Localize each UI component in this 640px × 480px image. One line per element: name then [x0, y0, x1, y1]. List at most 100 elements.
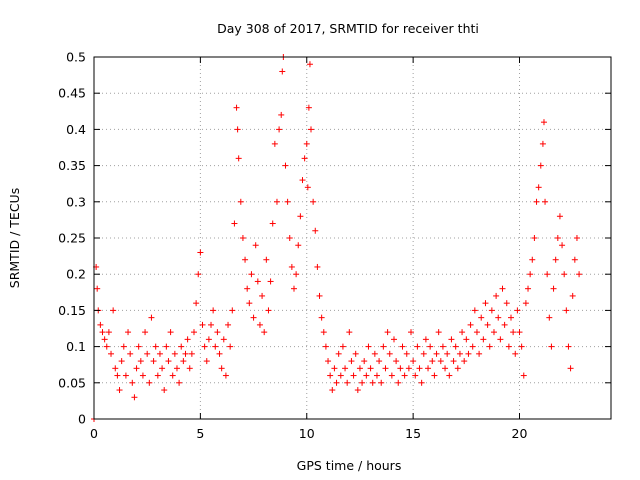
data-point — [152, 343, 159, 350]
data-point — [386, 350, 393, 357]
x-tick-label: 15 — [405, 426, 421, 441]
data-point — [459, 329, 466, 336]
data-point — [471, 307, 478, 314]
data-point — [548, 343, 555, 350]
data-point — [452, 343, 459, 350]
y-tick-label: 0 — [78, 412, 86, 427]
data-point — [435, 329, 442, 336]
data-point — [203, 358, 210, 365]
data-point — [529, 256, 536, 263]
y-tick-label: 0.15 — [58, 303, 86, 318]
data-point — [465, 350, 472, 357]
data-point — [290, 285, 297, 292]
data-point — [356, 365, 363, 372]
data-point — [503, 300, 510, 307]
data-point — [418, 379, 425, 386]
data-point — [161, 387, 168, 394]
data-point — [282, 162, 289, 169]
data-point — [542, 198, 549, 205]
data-point — [310, 198, 317, 205]
data-point — [273, 198, 280, 205]
data-point — [233, 104, 240, 111]
data-point — [446, 372, 453, 379]
data-point — [505, 343, 512, 350]
data-point — [344, 379, 351, 386]
data-point — [237, 198, 244, 205]
data-point — [288, 263, 295, 270]
data-point — [433, 350, 440, 357]
data-point — [410, 358, 417, 365]
data-point — [533, 198, 540, 205]
data-point — [393, 358, 400, 365]
data-point — [388, 372, 395, 379]
data-point — [278, 111, 285, 118]
chart-title: Day 308 of 2017, SRMTID for receiver tht… — [217, 21, 479, 36]
y-tick-label: 0.05 — [58, 375, 86, 390]
data-point — [399, 343, 406, 350]
data-point — [246, 300, 253, 307]
data-point — [397, 365, 404, 372]
data-point — [384, 329, 391, 336]
data-point — [516, 329, 523, 336]
y-tick-label: 0.2 — [66, 267, 86, 282]
data-point — [395, 379, 402, 386]
data-point — [376, 358, 383, 365]
data-point — [173, 365, 180, 372]
data-point — [403, 350, 410, 357]
data-point — [254, 278, 261, 285]
data-point — [550, 285, 557, 292]
data-point — [486, 343, 493, 350]
data-point — [331, 365, 338, 372]
data-point — [94, 285, 101, 292]
data-point — [116, 387, 123, 394]
data-point — [112, 365, 119, 372]
data-point — [154, 372, 161, 379]
data-point — [527, 271, 534, 278]
y-tick-label: 0.3 — [66, 194, 86, 209]
data-point — [531, 235, 538, 241]
data-point — [105, 329, 112, 336]
data-point — [539, 140, 546, 147]
data-point — [442, 365, 449, 372]
data-point — [178, 343, 185, 350]
data-point — [169, 372, 176, 379]
data-point — [176, 379, 183, 386]
data-point — [501, 321, 508, 328]
data-point — [235, 155, 242, 162]
data-point — [540, 119, 547, 126]
data-point — [210, 307, 217, 314]
data-point — [227, 343, 234, 350]
data-point — [405, 365, 412, 372]
data-point — [218, 365, 225, 372]
data-point — [199, 321, 206, 328]
data-point — [250, 314, 257, 321]
data-point — [425, 365, 432, 372]
data-point — [493, 292, 500, 299]
data-point — [576, 271, 583, 278]
y-tick-label: 0.4 — [66, 122, 86, 137]
data-point — [420, 350, 427, 357]
data-point — [497, 336, 504, 343]
data-point — [552, 256, 559, 263]
data-point — [518, 343, 525, 350]
data-point — [234, 126, 241, 133]
data-point — [401, 372, 408, 379]
data-point — [535, 184, 542, 191]
data-point — [373, 372, 380, 379]
y-tick-label: 0.25 — [58, 231, 86, 246]
data-point — [135, 343, 142, 350]
data-point — [318, 314, 325, 321]
data-point — [378, 379, 385, 386]
data-point — [365, 343, 372, 350]
data-point — [293, 271, 300, 278]
data-point — [427, 343, 434, 350]
data-point — [476, 350, 483, 357]
data-point — [544, 271, 551, 278]
data-point — [146, 379, 153, 386]
data-point — [437, 358, 444, 365]
data-point — [308, 126, 315, 133]
data-point — [454, 365, 461, 372]
data-point — [520, 372, 527, 379]
data-point — [242, 256, 249, 263]
data-point — [295, 242, 302, 249]
